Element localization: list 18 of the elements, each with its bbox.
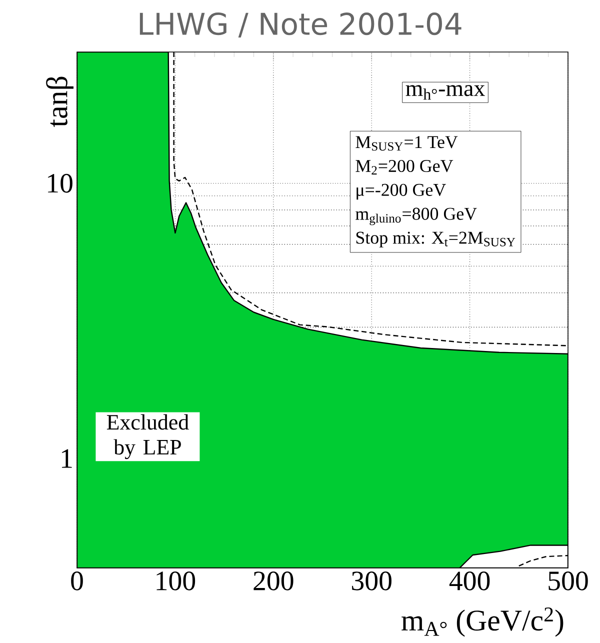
annotation: m$_{gluino}$=800 GeV [356,208,477,226]
annotation: M$_{2}$=200 GeV [356,160,454,174]
x-tick-label: 200 [254,572,294,590]
annotation: Excluded by LEP [106,414,189,460]
y-tick-label: 10 [48,174,72,193]
x-axis-title: m$_{A°}$ (GeV/c$^{2}$) [402,608,564,637]
y-axis-title: tanβ [46,76,74,127]
x-tick-label: 0 [71,572,83,590]
y-tick-label: 1 [62,449,72,468]
x-tick-label: 400 [449,572,490,590]
annotation: M$_{SUSY}$=1 TeV [356,136,458,151]
annotation: Stop mix: X$_{t}$=2M$_{SUSY}$ [356,232,516,248]
chart-title: LHWG / Note 2001-04 [140,12,462,38]
x-tick-label: 100 [156,572,196,590]
annotation: m$_{h°}$-max [406,85,485,100]
annotation: μ=-200 GeV [356,184,446,200]
x-tick-label: 500 [548,572,588,590]
x-tick-label: 300 [352,572,392,590]
